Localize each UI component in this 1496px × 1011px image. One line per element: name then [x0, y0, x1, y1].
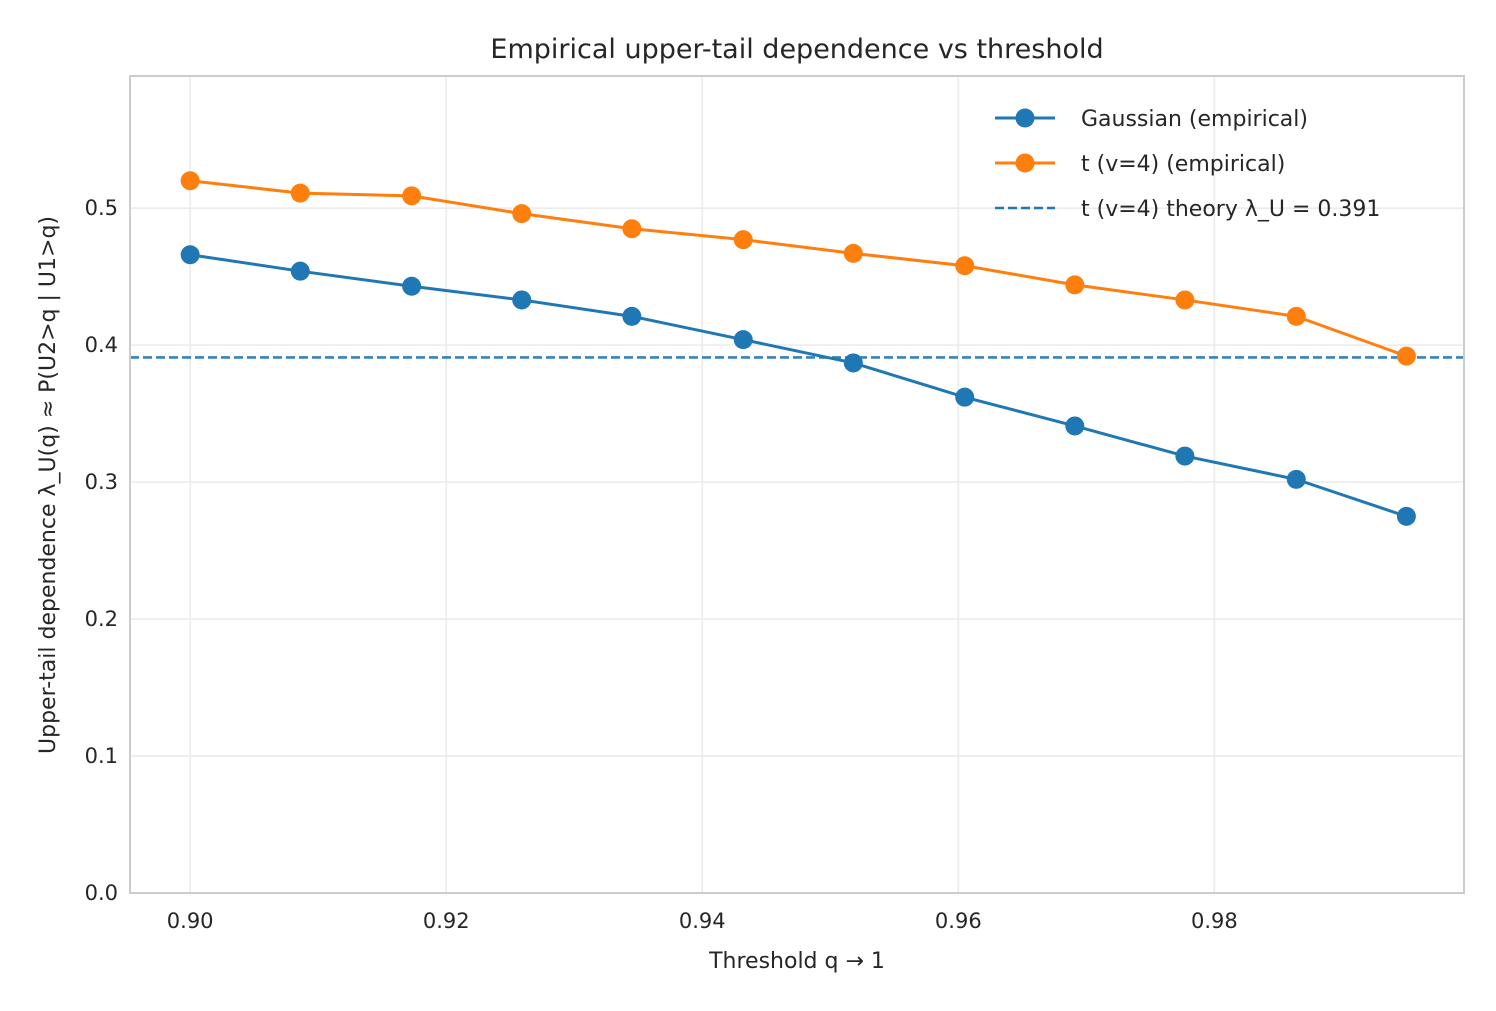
data-point: [955, 387, 975, 407]
x-tick-label: 0.90: [167, 909, 214, 933]
x-tick-label: 0.92: [423, 909, 470, 933]
legend-marker: [1015, 108, 1035, 128]
data-point: [512, 204, 532, 224]
legend-item: t (v=4) theory λ_U = 0.391: [995, 197, 1380, 222]
data-point: [622, 219, 642, 239]
legend-label: t (v=4) (empirical): [1081, 152, 1285, 177]
data-point: [1396, 346, 1416, 366]
data-point: [1175, 290, 1195, 310]
series-0: [180, 245, 1416, 526]
x-axis-title: Threshold q → 1: [708, 949, 885, 974]
data-point: [843, 243, 863, 263]
data-point: [402, 186, 422, 206]
data-point: [1065, 275, 1085, 295]
legend-marker: [1015, 153, 1035, 173]
y-tick-label: 0.4: [85, 333, 118, 357]
series-1: [180, 171, 1416, 366]
chart-title: Empirical upper-tail dependence vs thres…: [490, 34, 1103, 65]
legend-item: Gaussian (empirical): [995, 107, 1308, 132]
data-point: [1175, 446, 1195, 466]
data-point: [955, 256, 975, 276]
data-point: [180, 171, 200, 191]
series-line: [190, 179, 1407, 358]
y-tick-label: 0.3: [85, 470, 118, 494]
legend: Gaussian (empirical) t (v=4) (empirical) t…: [995, 107, 1380, 222]
x-tick-label: 0.96: [935, 909, 982, 933]
legend-item: t (v=4) (empirical): [995, 152, 1285, 177]
y-tick-label: 0.5: [85, 196, 118, 220]
y-axis-title: Upper-tail dependence λ_U(q) ≈ P(U2>q | …: [36, 216, 61, 754]
x-tick-label: 0.94: [679, 909, 726, 933]
data-point: [402, 276, 422, 296]
grid-lines: [130, 76, 1464, 894]
data-point: [843, 353, 863, 373]
legend-label: t (v=4) theory λ_U = 0.391: [1081, 197, 1380, 222]
x-tick-label: 0.98: [1191, 909, 1238, 933]
data-point: [1286, 469, 1306, 489]
legend-label: Gaussian (empirical): [1081, 107, 1308, 132]
data-point: [733, 330, 753, 350]
data-point: [1286, 306, 1306, 326]
series-lines: [180, 171, 1416, 526]
tick-labels: 0.90 0.92 0.94 0.96 0.98 0.0 0.1 0.2 0.3 0.4 0.5: [85, 196, 1238, 933]
data-point: [180, 245, 200, 265]
y-tick-label: 0.1: [85, 744, 118, 768]
data-point: [290, 261, 310, 281]
data-point: [1396, 506, 1416, 526]
plot-frame: [129, 75, 1465, 894]
y-tick-label: 0.2: [85, 607, 118, 631]
y-tick-label: 0.0: [85, 881, 118, 905]
data-point: [290, 183, 310, 203]
data-point: [622, 306, 642, 326]
data-point: [733, 230, 753, 250]
data-point: [512, 290, 532, 310]
series-line: [189, 253, 1407, 518]
data-point: [1065, 416, 1085, 436]
